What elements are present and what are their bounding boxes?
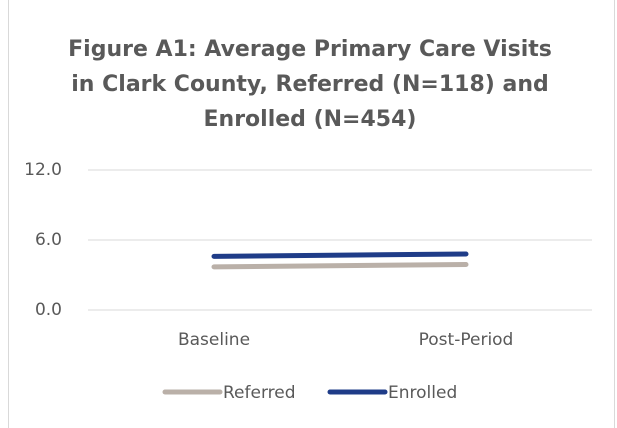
y-tick-label: 12.0	[24, 160, 62, 180]
x-tick-label: Baseline	[178, 330, 250, 350]
chart-border	[8, 0, 615, 428]
series-line	[211, 262, 469, 270]
chart-title: Figure A1: Average Primary Care Visits i…	[68, 37, 552, 132]
series-line	[211, 251, 469, 259]
legend-label: Enrolled	[388, 383, 457, 403]
y-tick-label: 0.0	[35, 300, 62, 320]
x-tick-label: Post-Period	[419, 330, 514, 350]
legend-label: Referred	[223, 383, 296, 403]
y-tick-label: 6.0	[35, 230, 62, 250]
